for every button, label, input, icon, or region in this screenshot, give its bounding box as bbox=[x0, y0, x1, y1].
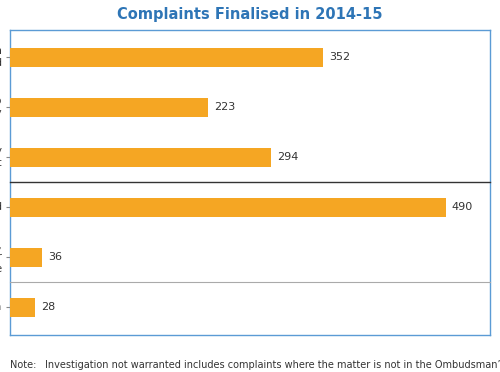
Text: 490: 490 bbox=[452, 202, 473, 212]
Text: Investigation not warranted includes complaints where the matter is not in the O: Investigation not warranted includes com… bbox=[45, 360, 500, 370]
Text: 36: 36 bbox=[48, 252, 62, 262]
Bar bbox=[10, 198, 446, 217]
Bar bbox=[10, 148, 272, 167]
Bar bbox=[10, 298, 35, 317]
Bar bbox=[10, 98, 208, 117]
Text: Note:: Note: bbox=[10, 360, 36, 370]
Text: 223: 223 bbox=[214, 102, 236, 112]
Text: 352: 352 bbox=[329, 52, 350, 62]
Bar bbox=[10, 48, 323, 67]
Text: 28: 28 bbox=[41, 302, 56, 312]
Title: Complaints Finalised in 2014-15: Complaints Finalised in 2014-15 bbox=[117, 7, 383, 22]
Bar bbox=[10, 248, 42, 267]
Text: 294: 294 bbox=[278, 152, 299, 162]
